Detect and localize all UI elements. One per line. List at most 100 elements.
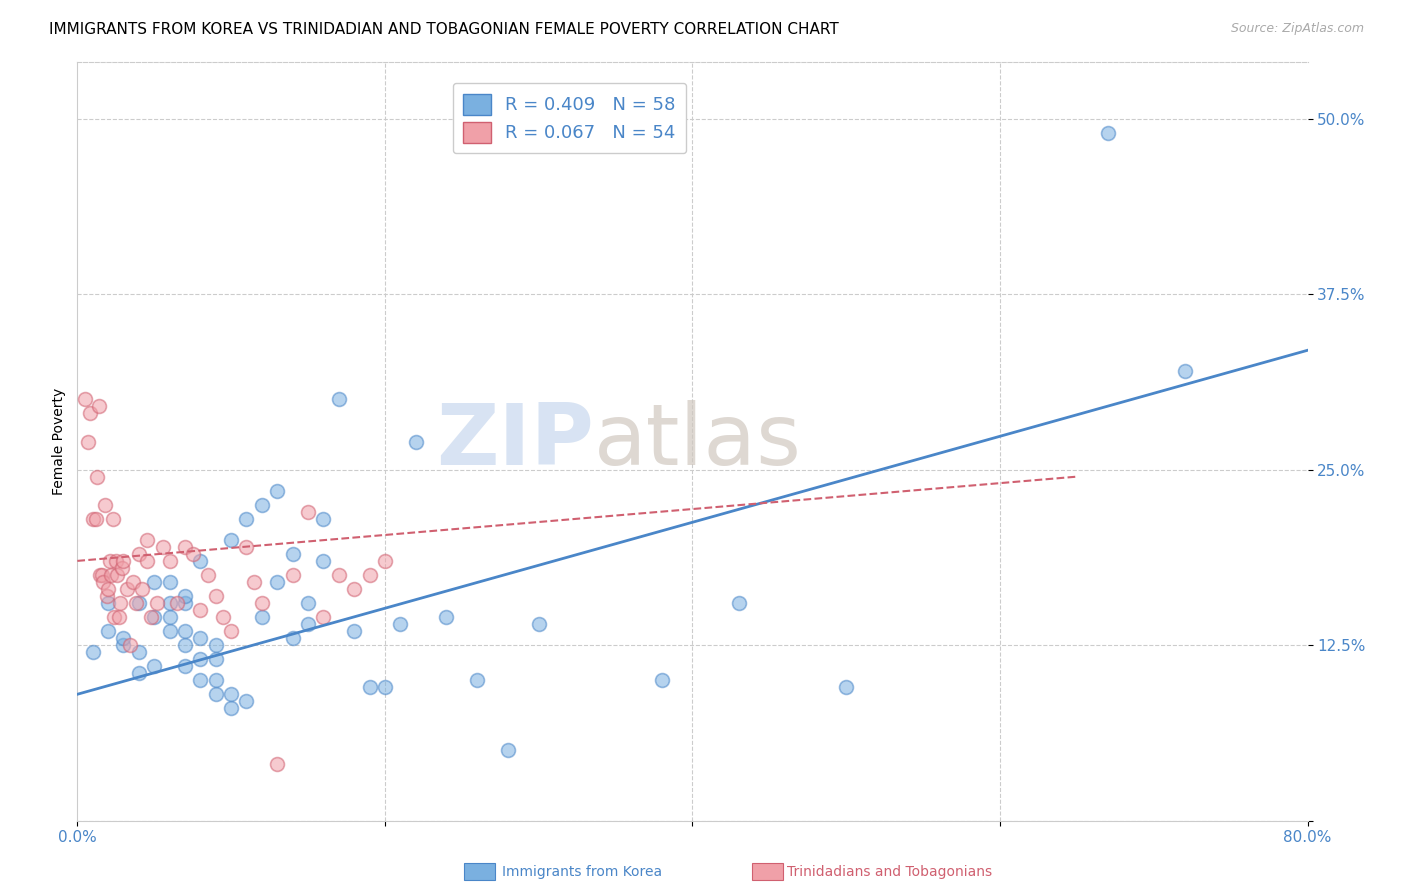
Point xyxy=(1174,364,1197,378)
Point xyxy=(389,617,412,632)
Text: Immigrants from Korea: Immigrants from Korea xyxy=(502,865,662,880)
Point xyxy=(174,589,197,603)
Point xyxy=(188,652,212,666)
Point xyxy=(141,610,163,624)
Point xyxy=(204,652,226,666)
Point xyxy=(204,638,226,652)
Point xyxy=(281,631,304,645)
Point xyxy=(496,743,519,757)
Point xyxy=(174,540,197,554)
Point xyxy=(250,498,273,512)
Point xyxy=(359,680,381,694)
Point xyxy=(166,596,188,610)
Point xyxy=(86,469,108,483)
Point xyxy=(312,610,335,624)
Point xyxy=(87,400,110,414)
Point xyxy=(188,631,212,645)
Point xyxy=(188,554,212,568)
Point xyxy=(188,603,212,617)
Point xyxy=(146,596,169,610)
Point xyxy=(197,568,219,582)
Point xyxy=(84,512,107,526)
Point xyxy=(143,659,166,673)
Point xyxy=(93,574,115,589)
Point xyxy=(235,540,257,554)
Point xyxy=(159,596,181,610)
Point xyxy=(108,610,131,624)
Point xyxy=(343,582,366,596)
Point xyxy=(128,547,150,561)
Point xyxy=(343,624,366,639)
Point xyxy=(94,498,117,512)
Point xyxy=(219,701,242,715)
Point xyxy=(143,610,166,624)
Point xyxy=(128,666,150,681)
Point xyxy=(219,533,242,547)
Point xyxy=(651,673,673,688)
Point xyxy=(374,554,396,568)
Point xyxy=(97,596,120,610)
Point xyxy=(111,561,134,575)
Point xyxy=(104,554,127,568)
Point xyxy=(135,533,157,547)
Point xyxy=(128,645,150,659)
Point xyxy=(174,659,197,673)
Point xyxy=(266,574,288,589)
Text: Trinidadians and Tobagonians: Trinidadians and Tobagonians xyxy=(787,865,993,880)
Point xyxy=(135,554,157,568)
Point xyxy=(405,434,427,449)
Point xyxy=(281,547,304,561)
Point xyxy=(115,582,138,596)
Point xyxy=(128,596,150,610)
Point xyxy=(297,505,319,519)
Point xyxy=(235,512,257,526)
Point xyxy=(266,483,288,498)
Point xyxy=(297,617,319,632)
Point xyxy=(312,554,335,568)
Y-axis label: Female Poverty: Female Poverty xyxy=(52,388,66,495)
Text: Source: ZipAtlas.com: Source: ZipAtlas.com xyxy=(1230,22,1364,36)
Text: IMMIGRANTS FROM KOREA VS TRINIDADIAN AND TOBAGONIAN FEMALE POVERTY CORRELATION C: IMMIGRANTS FROM KOREA VS TRINIDADIAN AND… xyxy=(49,22,839,37)
Point xyxy=(79,407,101,421)
Point xyxy=(297,596,319,610)
Point xyxy=(96,589,118,603)
Point xyxy=(101,512,124,526)
Point xyxy=(159,554,181,568)
Point xyxy=(243,574,266,589)
Point xyxy=(174,596,197,610)
Point xyxy=(727,596,749,610)
Point xyxy=(219,624,242,639)
Point xyxy=(82,512,104,526)
Point xyxy=(312,512,335,526)
Point xyxy=(1097,126,1119,140)
Point xyxy=(97,582,120,596)
Point xyxy=(159,624,181,639)
Point xyxy=(89,568,111,582)
Point xyxy=(73,392,96,407)
Point xyxy=(131,582,153,596)
Point xyxy=(436,610,458,624)
Point xyxy=(174,624,197,639)
Point xyxy=(90,568,114,582)
Point xyxy=(98,554,121,568)
Point xyxy=(204,687,226,701)
Point xyxy=(82,645,104,659)
Point xyxy=(143,574,166,589)
Point xyxy=(105,568,128,582)
Point xyxy=(328,568,350,582)
Point xyxy=(110,596,132,610)
Point xyxy=(118,638,141,652)
Point xyxy=(219,687,242,701)
Point xyxy=(97,624,120,639)
Point xyxy=(250,610,273,624)
Point xyxy=(112,638,135,652)
Point xyxy=(159,574,181,589)
Point xyxy=(374,680,396,694)
Point xyxy=(281,568,304,582)
Legend: R = 0.409   N = 58, R = 0.067   N = 54: R = 0.409 N = 58, R = 0.067 N = 54 xyxy=(453,83,686,153)
Point xyxy=(835,680,858,694)
Point xyxy=(174,638,197,652)
Point xyxy=(112,554,135,568)
Point xyxy=(465,673,488,688)
Point xyxy=(204,673,226,688)
